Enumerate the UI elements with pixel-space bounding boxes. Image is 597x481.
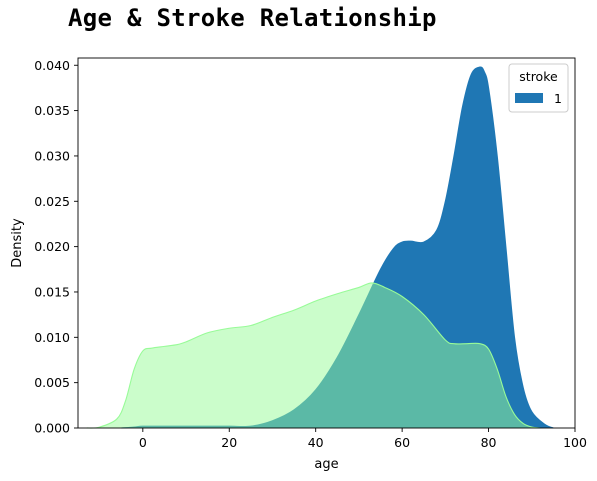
x-axis-label: age [314,457,338,472]
legend-title: stroke [519,69,558,84]
density-area-2 [86,282,541,429]
x-tick-label: 0 [139,435,147,450]
density-line-2 [86,282,541,429]
x-axis: 0 20 40 60 80 100 [139,428,587,450]
y-axis-label: Density [10,218,25,268]
x-tick-label: 100 [563,435,587,450]
y-tick-label: 0.000 [34,421,70,436]
legend-label: 1 [554,91,562,106]
y-tick-label: 0.025 [34,194,70,209]
y-tick-label: 0.010 [34,330,70,345]
chart-title: Age & Stroke Relationship [68,4,437,32]
y-tick-label: 0.015 [34,284,70,299]
legend-entries: 1 [515,91,562,106]
y-tick-label: 0.040 [34,58,70,73]
plot-areas [86,66,554,429]
y-tick-label: 0.035 [34,103,70,118]
y-tick-label: 0.020 [34,239,70,254]
x-tick-label: 20 [221,435,237,450]
x-tick-label: 40 [308,435,324,450]
plot-frame [77,57,576,429]
x-tick-label: 60 [394,435,410,450]
legend-swatch [515,93,543,103]
y-tick-label: 0.005 [34,375,70,390]
x-tick-label: 80 [481,435,497,450]
density-area-1 [121,66,554,428]
legend: stroke 1 [508,63,569,113]
y-tick-label: 0.030 [34,148,70,163]
y-axis: 0.000 0.005 0.010 0.015 0.020 0.025 0.030 0.035… [34,58,78,436]
